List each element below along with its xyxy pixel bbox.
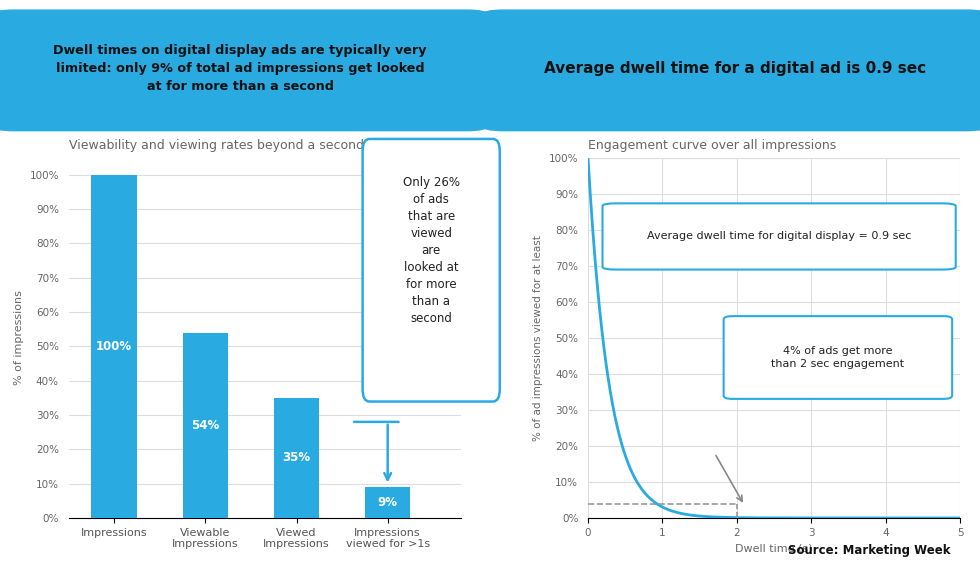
Text: 35%: 35%	[282, 452, 311, 464]
FancyBboxPatch shape	[481, 10, 980, 131]
Text: 4% of ads get more
than 2 sec engagement: 4% of ads get more than 2 sec engagement	[771, 346, 905, 369]
Text: Dwell times on digital display ads are typically very
limited: only 9% of total : Dwell times on digital display ads are t…	[53, 43, 427, 92]
Text: Engagement curve over all impressions: Engagement curve over all impressions	[588, 139, 836, 153]
Text: 54%: 54%	[191, 419, 220, 432]
Text: Only 26%
of ads
that are
viewed
are
looked at
for more
than a
second: Only 26% of ads that are viewed are look…	[403, 176, 460, 325]
X-axis label: Dwell time (s): Dwell time (s)	[735, 543, 813, 553]
Bar	[182, 333, 228, 518]
Text: Average dwell time for a digital ad is 0.9 sec: Average dwell time for a digital ad is 0…	[544, 60, 926, 75]
FancyBboxPatch shape	[723, 316, 953, 399]
Text: Source: Marketing Week: Source: Marketing Week	[788, 544, 951, 557]
Text: 9%: 9%	[377, 496, 398, 509]
Y-axis label: % of ad impressions viewed for at least: % of ad impressions viewed for at least	[533, 235, 543, 441]
FancyBboxPatch shape	[363, 139, 500, 401]
Bar	[91, 175, 137, 518]
Bar	[273, 398, 319, 518]
FancyBboxPatch shape	[603, 203, 956, 270]
Text: Average dwell time for digital display = 0.9 sec: Average dwell time for digital display =…	[647, 231, 911, 242]
Text: 100%: 100%	[96, 340, 132, 353]
Y-axis label: % of impressions: % of impressions	[14, 291, 24, 385]
FancyBboxPatch shape	[0, 10, 489, 131]
Text: Viewability and viewing rates beyond a second: Viewability and viewing rates beyond a s…	[69, 139, 364, 153]
Bar	[365, 487, 411, 518]
